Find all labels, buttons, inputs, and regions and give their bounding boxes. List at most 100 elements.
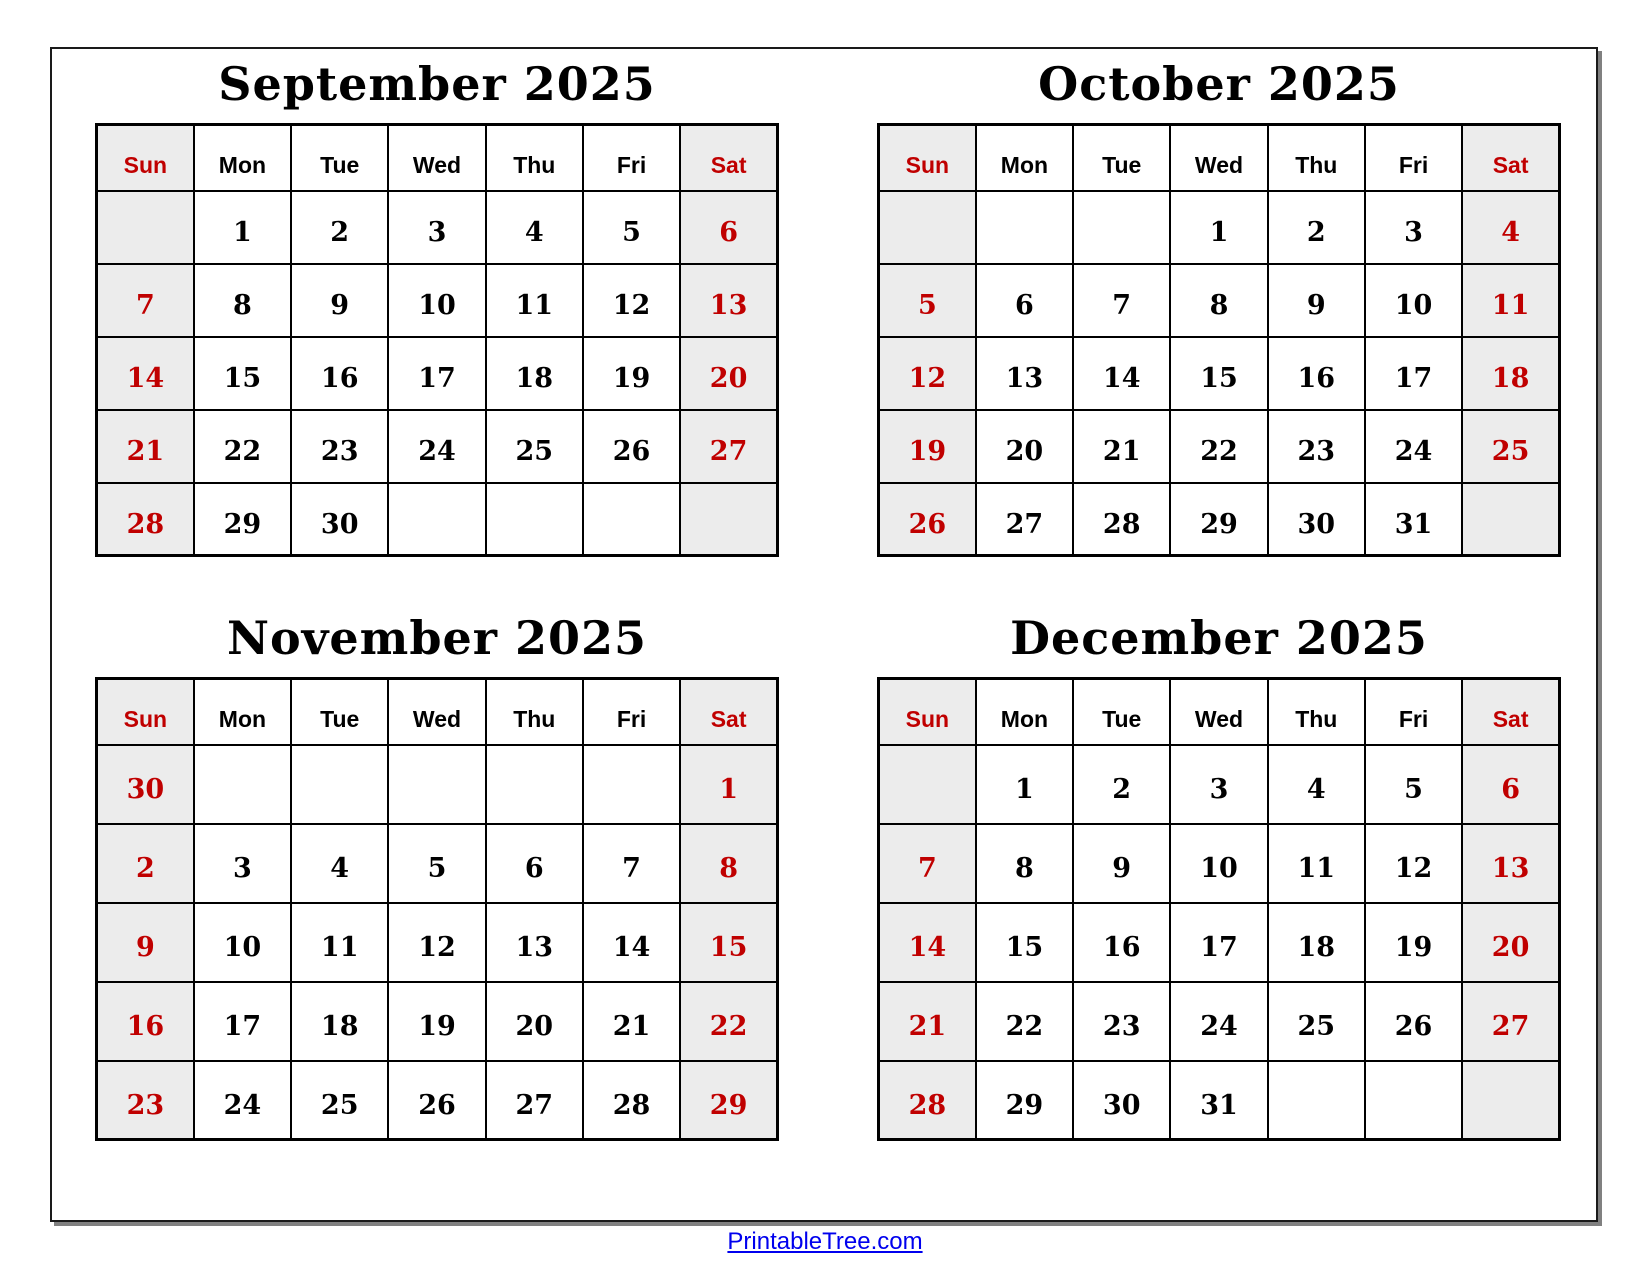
date-cell: 20 bbox=[974, 408, 1075, 484]
date-cell: 24 bbox=[1169, 980, 1269, 1062]
empty-cell bbox=[877, 189, 977, 265]
date-cell: 17 bbox=[387, 335, 487, 411]
weekday-header-row: Sun Mon Tue Wed Thu Fri Sat bbox=[95, 677, 779, 746]
weekday-header-mon: Mon bbox=[974, 123, 1075, 192]
date-cell: 15 bbox=[1169, 335, 1269, 411]
date-cell: 10 bbox=[387, 262, 487, 338]
date-cell: 13 bbox=[974, 335, 1075, 411]
date-cell: 26 bbox=[877, 481, 977, 557]
date-cell: 18 bbox=[1461, 335, 1561, 411]
date-cell: 29 bbox=[192, 481, 293, 557]
date-cell: 19 bbox=[581, 335, 682, 411]
date-cell: 13 bbox=[484, 901, 584, 983]
date-cell: 17 bbox=[192, 980, 293, 1062]
empty-cell bbox=[1461, 1059, 1561, 1141]
date-cell: 4 bbox=[1461, 189, 1561, 265]
date-cell: 4 bbox=[484, 189, 584, 265]
date-cell: 16 bbox=[1072, 901, 1172, 983]
week-row: 21 22 23 24 25 26 27 bbox=[95, 408, 779, 484]
date-cell: 26 bbox=[387, 1059, 487, 1141]
date-cell: 8 bbox=[679, 822, 779, 904]
date-cell: 6 bbox=[679, 189, 779, 265]
weekday-header-wed: Wed bbox=[387, 677, 487, 746]
date-cell: 14 bbox=[95, 335, 195, 411]
week-row: 14 15 16 17 18 19 20 bbox=[877, 901, 1561, 983]
date-cell: 27 bbox=[679, 408, 779, 484]
date-cell: 8 bbox=[192, 262, 293, 338]
weekday-header-mon: Mon bbox=[974, 677, 1075, 746]
weekday-header-thu: Thu bbox=[484, 677, 584, 746]
date-cell: 2 bbox=[1266, 189, 1366, 265]
date-cell: 27 bbox=[484, 1059, 584, 1141]
empty-cell bbox=[1072, 189, 1172, 265]
date-cell: 6 bbox=[484, 822, 584, 904]
date-cell: 7 bbox=[581, 822, 682, 904]
empty-cell bbox=[387, 481, 487, 557]
date-cell: 24 bbox=[1363, 408, 1464, 484]
date-cell: 11 bbox=[290, 901, 390, 983]
weekday-header-sat: Sat bbox=[1461, 677, 1561, 746]
date-cell: 28 bbox=[877, 1059, 977, 1141]
week-row: 7 8 9 10 11 12 13 bbox=[877, 822, 1561, 904]
weekday-header-fri: Fri bbox=[1363, 677, 1464, 746]
date-cell: 8 bbox=[974, 822, 1075, 904]
weekday-header-sat: Sat bbox=[1461, 123, 1561, 192]
date-cell: 25 bbox=[484, 408, 584, 484]
empty-cell bbox=[192, 743, 293, 825]
week-row: 5 6 7 8 9 10 11 bbox=[877, 262, 1561, 338]
date-cell: 30 bbox=[290, 481, 390, 557]
date-cell: 5 bbox=[877, 262, 977, 338]
date-cell: 18 bbox=[1266, 901, 1366, 983]
empty-cell bbox=[679, 481, 779, 557]
weekday-header-mon: Mon bbox=[192, 123, 293, 192]
week-row: 28 29 30 bbox=[95, 481, 779, 557]
footer-link[interactable]: PrintableTree.com bbox=[727, 1228, 923, 1255]
date-cell: 5 bbox=[1363, 743, 1464, 825]
month-title: November 2025 bbox=[226, 611, 648, 665]
empty-cell bbox=[290, 743, 390, 825]
date-cell: 2 bbox=[1072, 743, 1172, 825]
empty-cell bbox=[1461, 481, 1561, 557]
date-cell: 5 bbox=[387, 822, 487, 904]
date-cell: 11 bbox=[1266, 822, 1366, 904]
week-row: 23 24 25 26 27 28 29 bbox=[95, 1059, 779, 1141]
week-row: 9 10 11 12 13 14 15 bbox=[95, 901, 779, 983]
date-cell: 9 bbox=[95, 901, 195, 983]
date-cell: 10 bbox=[192, 901, 293, 983]
date-cell: 25 bbox=[290, 1059, 390, 1141]
date-cell: 31 bbox=[1363, 481, 1464, 557]
weekday-header-tue: Tue bbox=[1072, 677, 1172, 746]
date-cell: 15 bbox=[679, 901, 779, 983]
month-november-2025: November 2025 Sun Mon Tue Wed Thu Fri Sat 30 1 2… bbox=[95, 557, 779, 1141]
date-cell: 19 bbox=[1363, 901, 1464, 983]
week-row: 19 20 21 22 23 24 25 bbox=[877, 408, 1561, 484]
weekday-header-sun: Sun bbox=[877, 677, 977, 746]
date-cell: 21 bbox=[581, 980, 682, 1062]
weekday-header-fri: Fri bbox=[581, 123, 682, 192]
weekday-header-sun: Sun bbox=[95, 677, 195, 746]
date-cell: 31 bbox=[1169, 1059, 1269, 1141]
weekday-header-sun: Sun bbox=[877, 123, 977, 192]
weekday-header-row: Sun Mon Tue Wed Thu Fri Sat bbox=[95, 123, 779, 192]
date-cell: 30 bbox=[1266, 481, 1366, 557]
weekday-header-tue: Tue bbox=[1072, 123, 1172, 192]
date-cell: 12 bbox=[877, 335, 977, 411]
date-cell: 15 bbox=[192, 335, 293, 411]
date-cell: 21 bbox=[877, 980, 977, 1062]
weekday-header-row: Sun Mon Tue Wed Thu Fri Sat bbox=[877, 123, 1561, 192]
date-cell: 12 bbox=[387, 901, 487, 983]
date-cell: 19 bbox=[387, 980, 487, 1062]
date-cell: 18 bbox=[290, 980, 390, 1062]
weekday-header-wed: Wed bbox=[1169, 123, 1269, 192]
date-cell: 10 bbox=[1169, 822, 1269, 904]
date-cell: 23 bbox=[95, 1059, 195, 1141]
date-cell: 22 bbox=[974, 980, 1075, 1062]
date-cell: 17 bbox=[1169, 901, 1269, 983]
date-cell: 16 bbox=[95, 980, 195, 1062]
